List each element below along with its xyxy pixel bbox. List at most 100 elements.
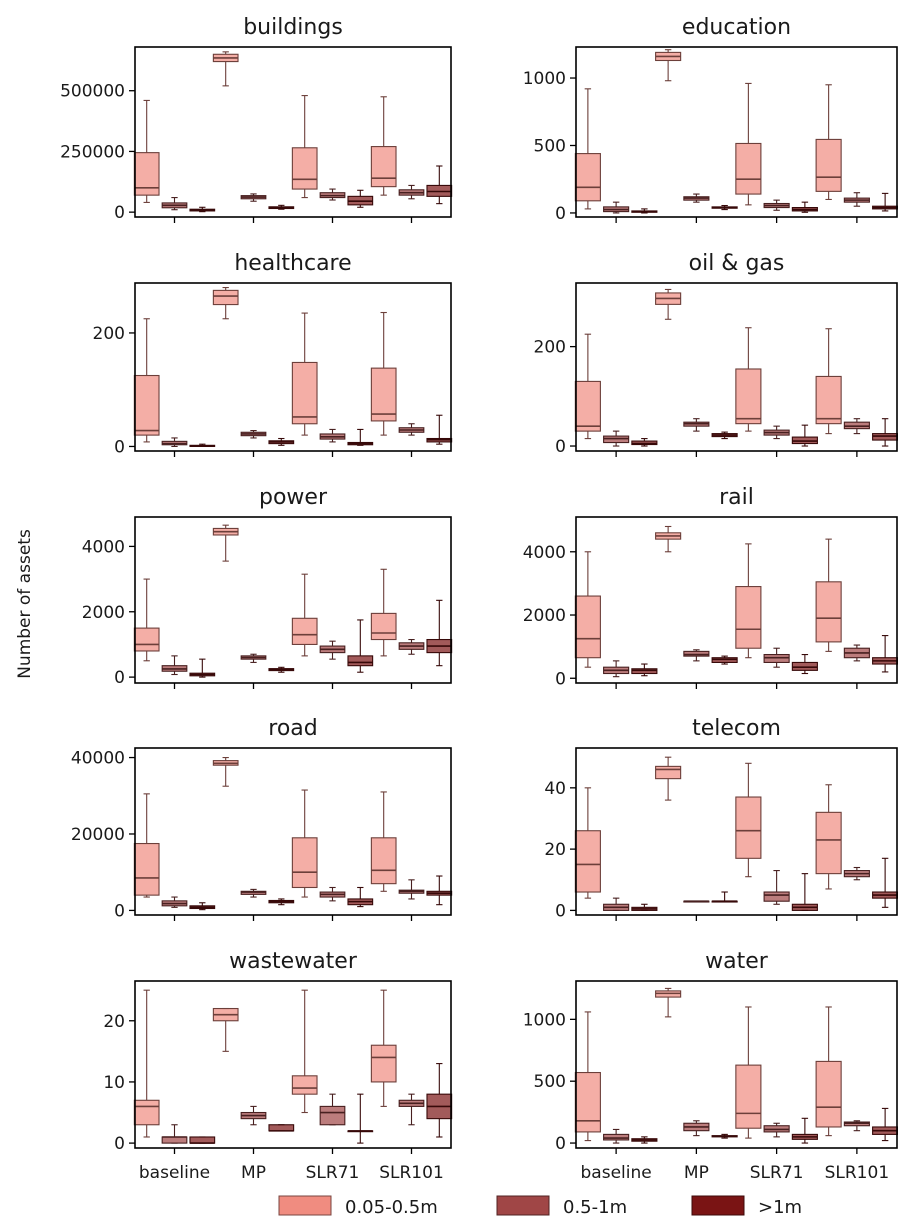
box-slr71-2 — [791, 424, 818, 447]
plot-frame — [134, 516, 452, 684]
box-slr71-2 — [791, 201, 818, 213]
box-slr71-1 — [763, 870, 790, 905]
panel-rail: rail 0 2000 4000 — [523, 485, 898, 689]
legend-swatch — [496, 1195, 550, 1216]
box-baseline-0 — [133, 793, 160, 898]
x-tick-label: SLR71 — [750, 1163, 804, 1183]
panel-title: water — [705, 949, 769, 974]
x-tick-label: MP — [241, 1163, 266, 1183]
y-tick-label: 0 — [114, 901, 125, 921]
x-tick-label: baseline — [581, 1163, 652, 1183]
box-slr71-1 — [319, 428, 346, 443]
box-baseline-2 — [631, 1136, 658, 1144]
box-mp-1 — [683, 649, 710, 662]
iqr-box — [735, 1064, 762, 1129]
plot-frame — [134, 282, 452, 452]
iqr-box — [574, 595, 601, 659]
iqr-box — [370, 367, 397, 422]
iqr-box — [370, 837, 397, 885]
box-slr71-1 — [319, 886, 346, 902]
box-mp-2 — [711, 431, 738, 440]
box-baseline-1 — [603, 201, 630, 214]
box-slr71-0 — [291, 789, 318, 898]
box-mp-1 — [240, 1105, 267, 1126]
iqr-box — [574, 830, 601, 893]
iqr-box — [735, 368, 762, 425]
box-mp-2 — [268, 204, 295, 210]
box-slr101-1 — [398, 184, 425, 200]
box-slr101-2 — [426, 1063, 453, 1138]
box-slr71-1 — [319, 640, 346, 660]
y-tick-label: 200 — [93, 324, 125, 344]
box-slr101-2 — [872, 1107, 898, 1142]
plot-frame — [134, 980, 452, 1149]
iqr-box — [370, 1044, 397, 1083]
box-baseline-0 — [133, 318, 160, 443]
box-slr71-0 — [291, 312, 318, 436]
box-baseline-2 — [189, 658, 216, 678]
iqr-box — [189, 1136, 216, 1144]
box-slr101-2 — [426, 414, 453, 445]
box-slr101-1 — [843, 1120, 870, 1132]
plot-frame — [134, 747, 452, 916]
y-tick-label: 0 — [555, 901, 566, 921]
box-baseline-0 — [574, 1011, 601, 1142]
legend-label: >1m — [758, 1197, 802, 1218]
box-mp-1 — [683, 418, 710, 432]
iqr-box — [370, 146, 397, 188]
y-tick-label: 500 — [534, 1072, 566, 1092]
plot-frame — [575, 46, 898, 218]
x-tick-label: MP — [684, 1163, 709, 1183]
iqr-box — [133, 842, 160, 896]
iqr-box — [133, 1099, 160, 1126]
y-tick-label: 0 — [114, 1134, 125, 1154]
legend-label: 0.5-1m — [563, 1197, 627, 1218]
box-slr101-2 — [872, 418, 898, 447]
y-tick-label: 20000 — [71, 825, 125, 845]
y-tick-label: 0 — [555, 204, 566, 224]
y-tick-label: 4000 — [523, 543, 566, 563]
x-tick-label: SLR101 — [379, 1163, 444, 1183]
panel-title: oil & gas — [689, 251, 785, 276]
box-slr101-1 — [843, 644, 870, 662]
box-slr71-2 — [347, 619, 374, 673]
box-baseline-0 — [574, 787, 601, 899]
box-mp-1 — [240, 653, 267, 663]
box-mp-2 — [268, 666, 295, 673]
y-tick-label: 500 — [534, 136, 566, 156]
y-tick-label: 0 — [555, 437, 566, 457]
iqr-box — [735, 796, 762, 859]
box-mp-1 — [240, 193, 267, 202]
x-tick-label: baseline — [139, 1163, 210, 1183]
box-slr71-0 — [291, 95, 318, 199]
panel-oil-gas: oil & gas 0 200 — [534, 251, 898, 457]
plot-frame — [575, 747, 898, 916]
box-baseline-2 — [189, 1136, 216, 1144]
box-slr101-2 — [426, 599, 453, 667]
box-slr101-0 — [370, 989, 397, 1107]
box-slr101-2 — [426, 165, 453, 205]
panel-title: healthcare — [234, 251, 351, 276]
box-mp-0 — [655, 49, 682, 82]
y-tick-label: 0 — [555, 669, 566, 689]
box-baseline-0 — [574, 88, 601, 210]
box-slr101-1 — [398, 1093, 425, 1126]
y-tick-label: 40 — [544, 779, 566, 799]
legend-item-0: 0.05-0.5m — [278, 1195, 438, 1218]
iqr-box — [815, 375, 842, 425]
box-slr71-0 — [735, 82, 762, 206]
panel-wastewater: wastewater 0 10 20 baseline MP SLR71 SLR101 — [103, 949, 453, 1183]
box-baseline-2 — [631, 438, 658, 447]
panel-title: telecom — [692, 716, 781, 741]
box-mp-2 — [711, 204, 738, 211]
box-mp-2 — [268, 1124, 295, 1132]
iqr-box — [291, 1075, 318, 1095]
box-slr71-0 — [735, 327, 762, 432]
box-slr71-1 — [763, 199, 790, 211]
box-mp-0 — [212, 757, 239, 787]
box-mp-2 — [711, 891, 738, 903]
box-baseline-1 — [161, 197, 188, 211]
box-slr101-0 — [370, 568, 397, 657]
box-baseline-2 — [189, 902, 216, 911]
box-slr71-2 — [791, 653, 818, 675]
